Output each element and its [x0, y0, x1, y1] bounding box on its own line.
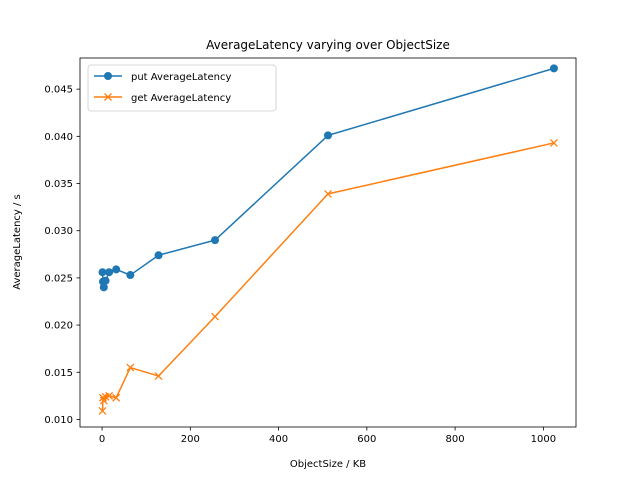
data-point: [112, 393, 121, 402]
plot-area: [98, 64, 558, 415]
data-point: [324, 131, 332, 140]
data-point: [211, 312, 219, 321]
x-tick-label: 600: [357, 434, 376, 445]
x-tick-label: 800: [446, 434, 465, 445]
y-tick-label: 0.020: [44, 321, 73, 332]
x-tick-label: 400: [269, 434, 288, 445]
y-tick-label: 0.045: [44, 85, 73, 96]
y-tick-label: 0.035: [44, 179, 73, 190]
data-point: [98, 268, 107, 277]
y-tick-label: 0.025: [44, 273, 73, 284]
x-axis-label: ObjectSize / KB: [290, 459, 366, 470]
legend: put AverageLatency get AverageLatency: [87, 64, 277, 112]
legend-marker: [104, 72, 112, 80]
series-put: [98, 64, 558, 292]
legend-marker: [104, 93, 112, 101]
x-tick-label: 1000: [531, 434, 556, 445]
series-get: [98, 138, 558, 415]
x-tick-label: 200: [181, 434, 200, 445]
y-tick-label: 0.010: [44, 415, 73, 426]
y-tick-label: 0.030: [44, 226, 73, 237]
legend-item: put AverageLatency: [94, 72, 231, 83]
data-point: [154, 251, 163, 260]
data-point: [324, 189, 332, 198]
data-point: [99, 283, 108, 292]
x-tick-label: 0: [99, 434, 105, 445]
data-point: [549, 138, 558, 147]
data-point: [98, 406, 107, 415]
axes-frame: [79, 57, 577, 428]
x-axis: 0 200 400 600 800 1000: [99, 427, 556, 445]
data-point: [112, 265, 121, 274]
legend-label: put AverageLatency: [131, 72, 231, 83]
data-point: [211, 236, 220, 245]
y-tick-label: 0.015: [44, 368, 73, 379]
data-point: [101, 276, 110, 285]
legend-box: [87, 64, 277, 112]
legend-label: get AverageLatency: [131, 93, 231, 104]
legend-item: get AverageLatency: [94, 93, 231, 104]
data-point: [126, 363, 135, 372]
data-point: [98, 393, 107, 402]
y-tick-label: 0.040: [44, 132, 73, 143]
data-point: [126, 271, 135, 280]
chart-title: AverageLatency varying over ObjectSize: [206, 38, 450, 52]
data-point: [105, 268, 114, 277]
data-point: [549, 64, 558, 73]
data-point: [105, 391, 114, 400]
y-axis: 0.010 0.015 0.020 0.025 0.030 0.035 0.040 0.045: [44, 85, 80, 426]
y-axis-label: AverageLatency / s: [12, 194, 23, 290]
data-point: [154, 372, 163, 380]
